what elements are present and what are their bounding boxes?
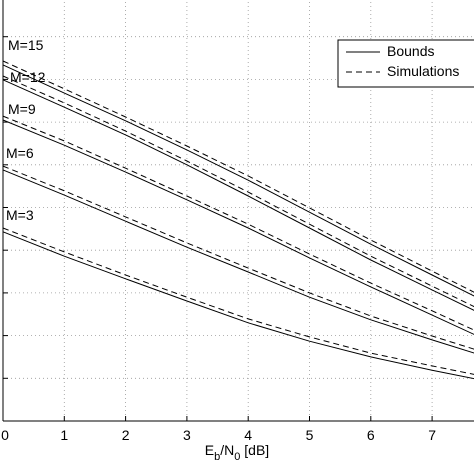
curve-label: M=3 bbox=[6, 207, 34, 223]
x-tick-label: 5 bbox=[306, 427, 314, 443]
curve-label: M=9 bbox=[8, 101, 36, 117]
x-tick-label: 4 bbox=[244, 427, 252, 443]
x-tick-label: 6 bbox=[367, 427, 375, 443]
bound-line bbox=[2, 64, 474, 297]
bound-line bbox=[2, 169, 474, 354]
curve-label: M=15 bbox=[8, 37, 44, 53]
curve-label: M=12 bbox=[10, 69, 46, 85]
legend-label: Bounds bbox=[387, 43, 434, 59]
x-tick-label: 7 bbox=[428, 427, 436, 443]
x-tick-label: 3 bbox=[183, 427, 191, 443]
legend-label: Simulations bbox=[387, 63, 459, 79]
simulation-line bbox=[2, 60, 474, 293]
bound-line bbox=[2, 119, 474, 335]
x-tick-label: 1 bbox=[60, 427, 68, 443]
simulation-line bbox=[2, 75, 474, 308]
legend-box bbox=[337, 39, 474, 88]
x-axis-label: Eb/N0 [dB] bbox=[205, 442, 269, 463]
bound-line bbox=[2, 231, 474, 380]
bound-line bbox=[2, 79, 474, 311]
x-tick-label: 0 bbox=[1, 427, 9, 443]
x-tick-label: 2 bbox=[122, 427, 130, 443]
simulation-line bbox=[2, 165, 474, 350]
simulation-line bbox=[2, 227, 474, 375]
curve-label: M=6 bbox=[6, 145, 34, 161]
